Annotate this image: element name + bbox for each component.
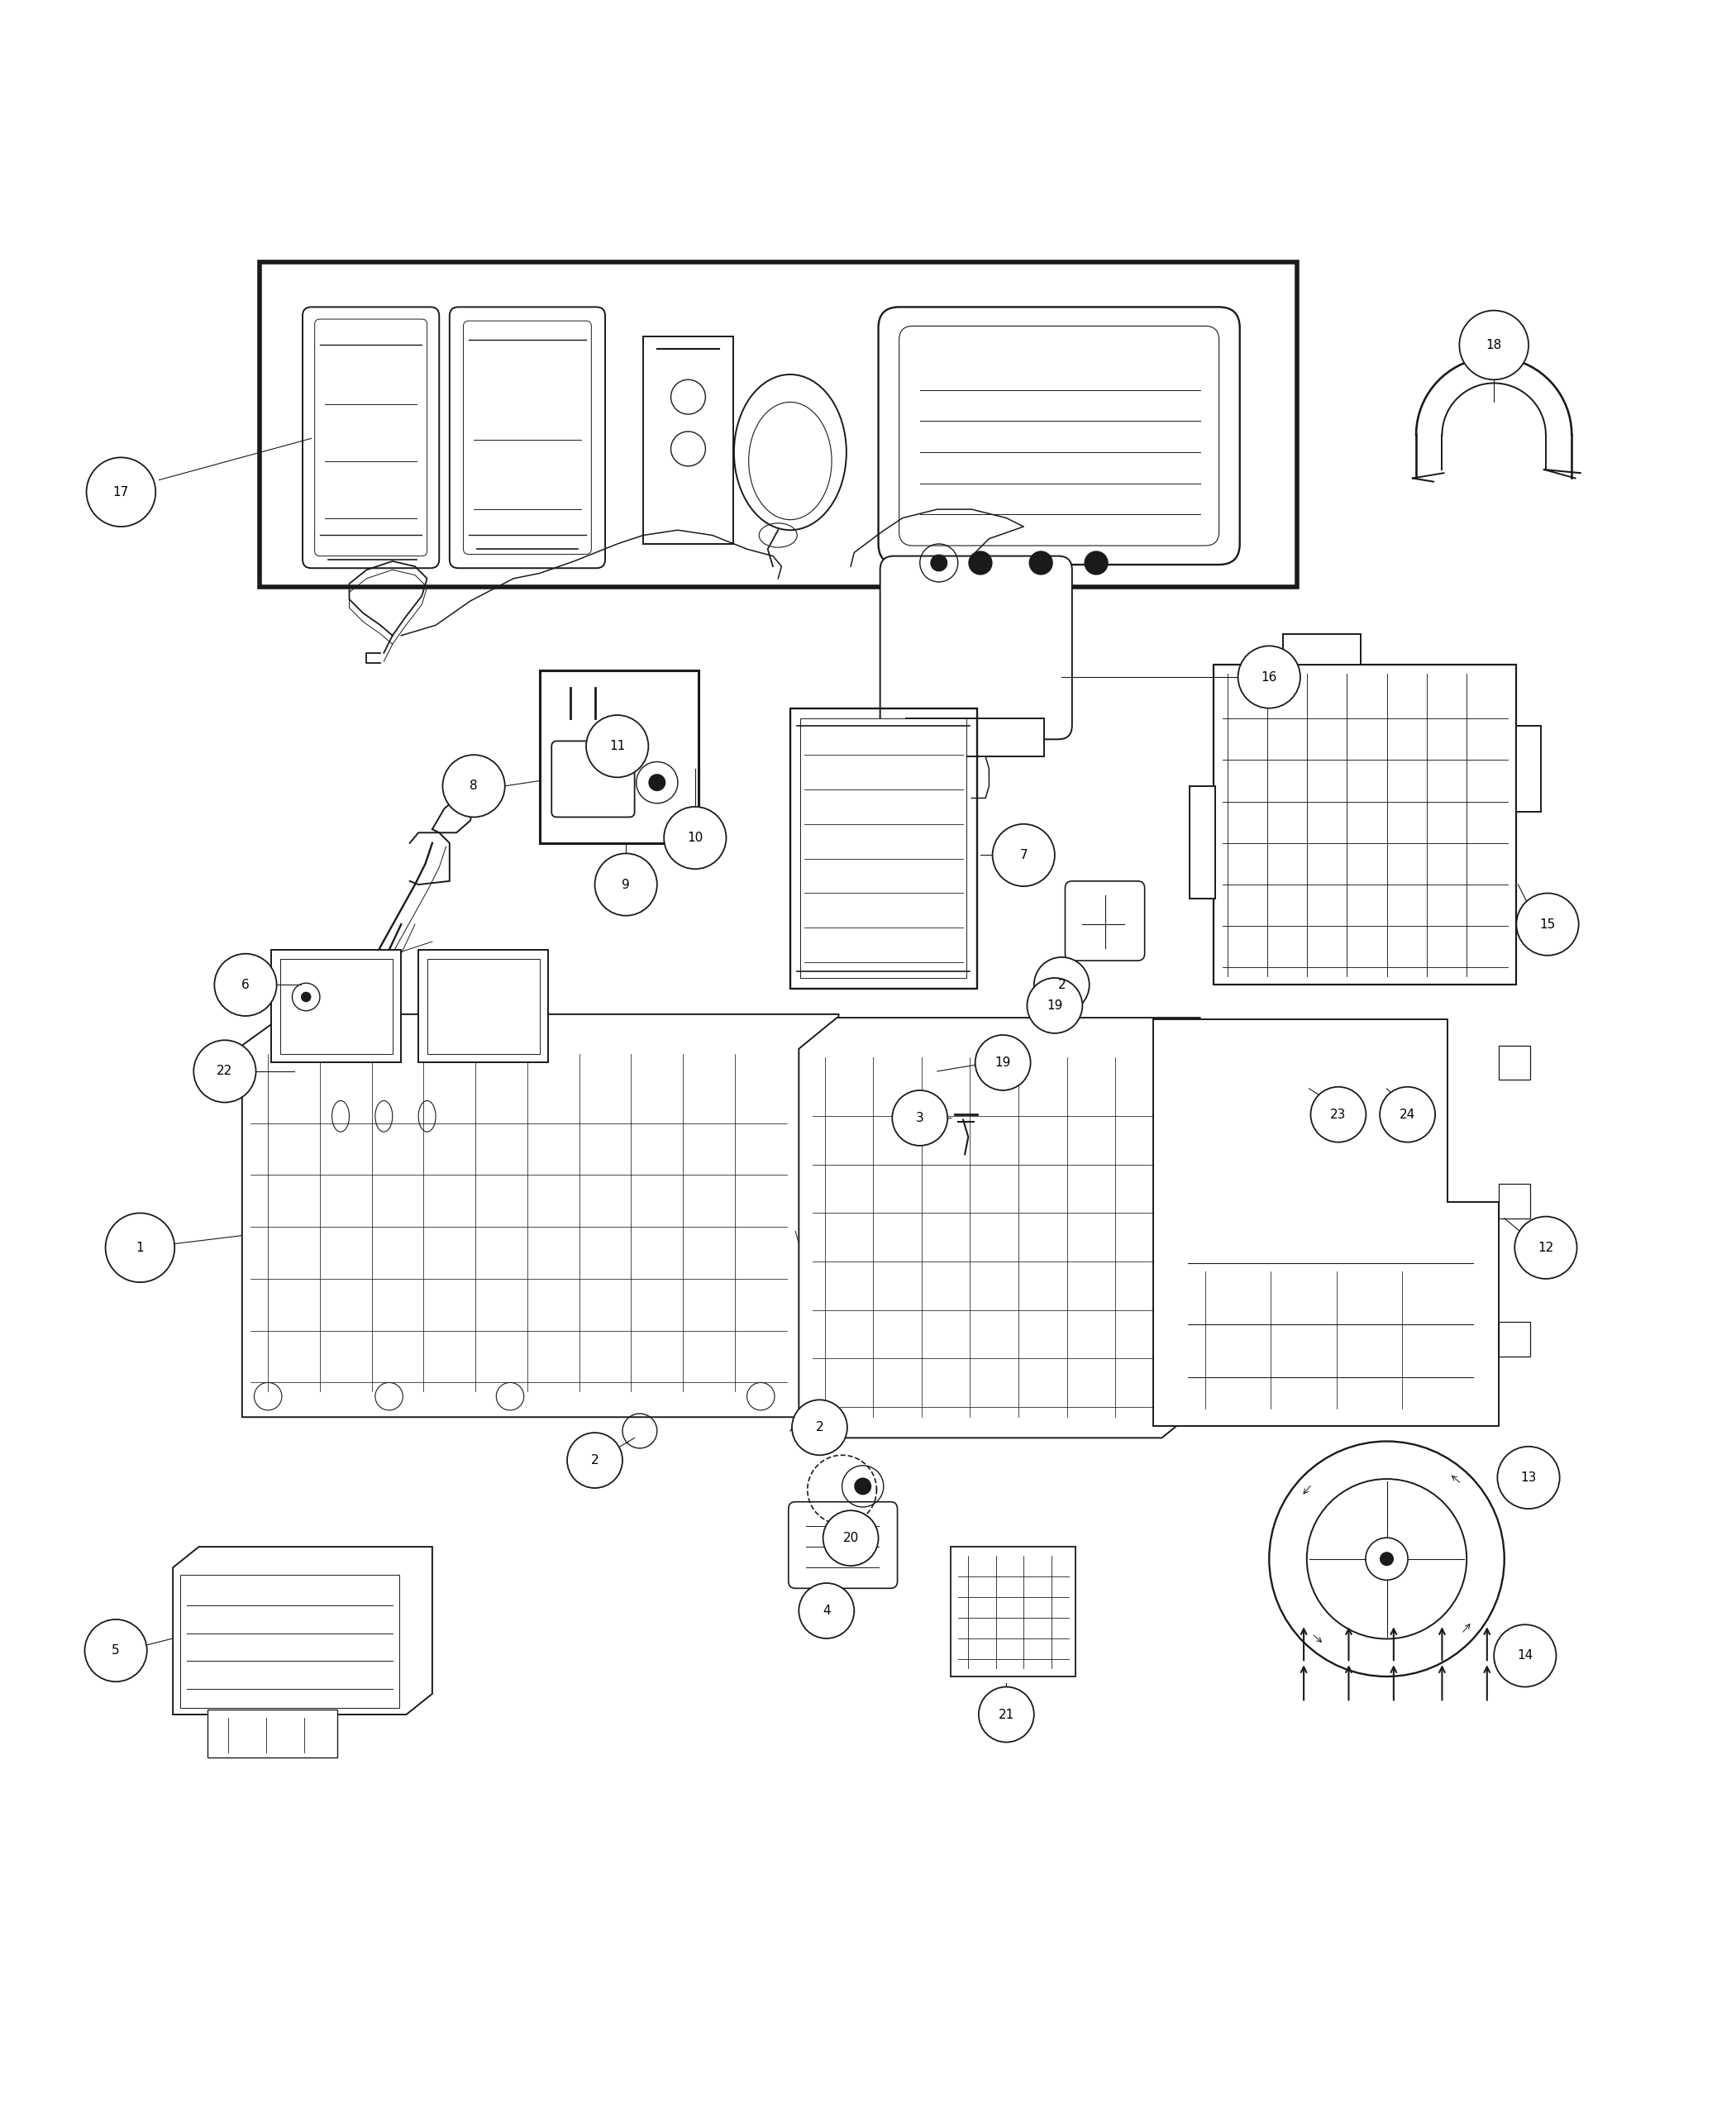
Circle shape — [1311, 1088, 1366, 1143]
Text: 22: 22 — [217, 1065, 233, 1077]
FancyBboxPatch shape — [302, 308, 439, 569]
Circle shape — [568, 1433, 623, 1488]
FancyBboxPatch shape — [899, 327, 1219, 546]
Text: 2: 2 — [816, 1421, 823, 1433]
FancyBboxPatch shape — [314, 318, 427, 557]
Circle shape — [106, 1212, 175, 1282]
Circle shape — [892, 1090, 948, 1145]
Text: 4: 4 — [823, 1604, 830, 1617]
Circle shape — [979, 1686, 1035, 1741]
Circle shape — [1495, 1625, 1555, 1686]
Circle shape — [823, 1511, 878, 1566]
FancyBboxPatch shape — [1500, 1185, 1529, 1218]
Circle shape — [215, 953, 276, 1016]
FancyBboxPatch shape — [788, 1501, 898, 1587]
Circle shape — [969, 550, 993, 575]
Text: 8: 8 — [470, 780, 477, 793]
Circle shape — [1380, 1088, 1436, 1143]
FancyBboxPatch shape — [1066, 881, 1144, 961]
FancyBboxPatch shape — [644, 337, 733, 544]
FancyBboxPatch shape — [1213, 664, 1517, 984]
Circle shape — [1517, 894, 1578, 955]
Circle shape — [854, 1478, 871, 1495]
Text: 17: 17 — [113, 485, 128, 497]
Text: 13: 13 — [1521, 1471, 1536, 1484]
Polygon shape — [174, 1547, 432, 1714]
FancyBboxPatch shape — [418, 951, 549, 1062]
Polygon shape — [432, 795, 474, 833]
FancyBboxPatch shape — [450, 308, 606, 569]
Circle shape — [85, 1619, 148, 1682]
FancyBboxPatch shape — [323, 1107, 458, 1126]
FancyBboxPatch shape — [1189, 786, 1215, 898]
Polygon shape — [1153, 1020, 1500, 1425]
Text: 19: 19 — [1047, 999, 1062, 1012]
Circle shape — [1380, 1551, 1394, 1566]
Circle shape — [1035, 957, 1088, 1012]
Circle shape — [649, 774, 665, 790]
Text: 1: 1 — [135, 1242, 144, 1254]
Text: 5: 5 — [111, 1644, 120, 1657]
Circle shape — [799, 1583, 854, 1638]
FancyBboxPatch shape — [540, 670, 698, 843]
Text: 10: 10 — [687, 833, 703, 843]
Text: 19: 19 — [995, 1056, 1010, 1069]
FancyBboxPatch shape — [271, 951, 401, 1062]
FancyBboxPatch shape — [1283, 635, 1361, 664]
Polygon shape — [799, 1018, 1200, 1438]
Circle shape — [930, 554, 948, 571]
Circle shape — [1028, 978, 1083, 1033]
Circle shape — [194, 1039, 255, 1102]
Text: 21: 21 — [998, 1707, 1014, 1720]
Circle shape — [300, 991, 311, 1001]
Text: 9: 9 — [621, 879, 630, 892]
Text: 6: 6 — [241, 978, 250, 991]
Polygon shape — [241, 1014, 838, 1417]
Text: 12: 12 — [1538, 1242, 1554, 1254]
FancyBboxPatch shape — [279, 959, 392, 1054]
FancyBboxPatch shape — [259, 261, 1297, 588]
Circle shape — [993, 824, 1055, 885]
Circle shape — [1460, 310, 1528, 379]
Text: 23: 23 — [1330, 1109, 1347, 1121]
FancyBboxPatch shape — [1500, 1046, 1529, 1079]
Text: 14: 14 — [1517, 1651, 1533, 1661]
Text: 16: 16 — [1260, 670, 1278, 683]
FancyBboxPatch shape — [951, 1547, 1076, 1676]
Circle shape — [1029, 550, 1054, 575]
Circle shape — [792, 1400, 847, 1455]
Circle shape — [1498, 1446, 1559, 1509]
FancyBboxPatch shape — [1500, 1322, 1529, 1358]
FancyBboxPatch shape — [880, 557, 1073, 740]
Circle shape — [1238, 645, 1300, 708]
Text: 2: 2 — [590, 1455, 599, 1467]
Text: 7: 7 — [1019, 850, 1028, 862]
FancyBboxPatch shape — [552, 742, 635, 818]
Text: 2: 2 — [1057, 978, 1066, 991]
Text: 18: 18 — [1486, 339, 1502, 352]
FancyBboxPatch shape — [208, 1710, 337, 1758]
FancyBboxPatch shape — [1517, 725, 1540, 812]
Circle shape — [1085, 550, 1108, 575]
Circle shape — [663, 807, 726, 868]
Text: 24: 24 — [1399, 1109, 1415, 1121]
Text: 15: 15 — [1540, 919, 1555, 930]
Circle shape — [1516, 1216, 1576, 1280]
Circle shape — [595, 854, 656, 915]
FancyBboxPatch shape — [906, 719, 1045, 757]
Circle shape — [976, 1035, 1031, 1090]
FancyBboxPatch shape — [464, 320, 592, 554]
FancyBboxPatch shape — [800, 719, 967, 978]
Circle shape — [87, 457, 156, 527]
Circle shape — [587, 715, 649, 778]
Ellipse shape — [748, 403, 832, 521]
Circle shape — [443, 755, 505, 818]
FancyBboxPatch shape — [427, 959, 540, 1054]
FancyBboxPatch shape — [181, 1575, 399, 1707]
FancyBboxPatch shape — [878, 308, 1240, 565]
Text: 20: 20 — [842, 1533, 859, 1545]
Text: 3: 3 — [917, 1111, 924, 1124]
Text: 11: 11 — [609, 740, 625, 753]
